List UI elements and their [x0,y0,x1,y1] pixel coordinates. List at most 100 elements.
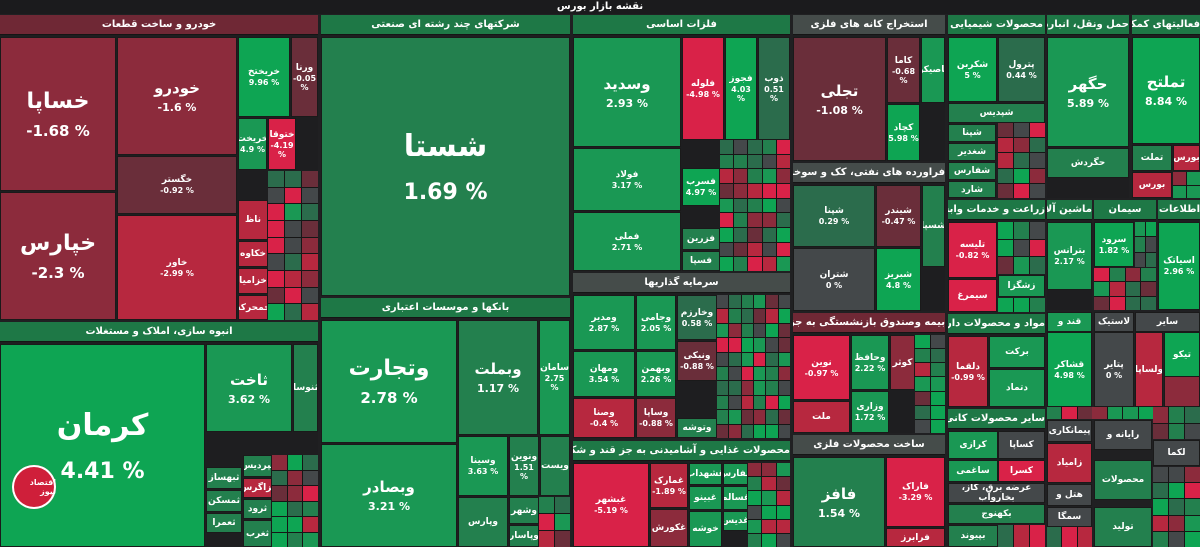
stock-cell[interactable] [930,405,945,419]
stock-cell[interactable] [268,204,284,220]
stock-cell[interactable] [766,338,778,352]
small-stock-cluster[interactable] [998,298,1045,312]
stock-tile[interactable]: خوشه [689,511,722,547]
stock-tile[interactable]: تجلی -1.08 % [793,37,886,161]
stock-cell[interactable] [741,295,754,309]
stock-cell[interactable] [1153,407,1168,423]
stock-tile[interactable]: پیمانکاری [1047,420,1092,442]
stock-cell[interactable] [1030,183,1045,198]
stock-tile[interactable]: سیمرغ [948,279,997,312]
stock-cell[interactable] [762,198,776,213]
stock-tile[interactable]: شفارس [948,162,996,180]
stock-cell[interactable] [741,381,754,395]
small-stock-cluster[interactable] [1135,222,1156,267]
stock-cell[interactable] [766,424,778,438]
stock-cell[interactable] [555,531,570,547]
stock-tile[interactable]: دتماد [989,369,1045,407]
small-stock-cluster[interactable] [998,525,1045,547]
small-stock-cluster[interactable] [1047,407,1092,419]
stock-cell[interactable] [720,184,734,198]
stock-cell[interactable] [776,213,790,227]
stock-tile[interactable]: غسالم [723,486,748,510]
stock-cell[interactable] [720,198,734,213]
stock-tile[interactable]: شارد [948,181,996,198]
stock-cell[interactable] [1077,527,1092,547]
stock-tile[interactable]: ونیکی -0.88 % [677,341,717,381]
stock-tile[interactable]: وشهر [509,497,539,524]
stock-tile[interactable]: زشگزا [998,275,1045,297]
stock-tile[interactable]: وبملت 1.17 % [458,320,538,435]
small-stock-cluster[interactable] [1092,407,1153,419]
stock-cell[interactable] [1094,268,1109,282]
stock-cell[interactable] [1125,282,1141,296]
stock-tile[interactable]: لکما [1153,440,1200,466]
stock-cell[interactable] [766,309,778,323]
stock-cell[interactable] [1135,222,1145,237]
stock-cell[interactable] [1173,185,1186,198]
stock-cell[interactable] [741,323,754,338]
stock-tile[interactable]: تلیسه -0.82 % [948,222,997,278]
stock-cell[interactable] [766,381,778,395]
stock-cell[interactable] [302,304,318,320]
stock-tile[interactable]: ونوین 1.51 % [509,436,539,496]
stock-cell[interactable] [1169,499,1184,515]
stock-cell[interactable] [268,271,284,287]
stock-cell[interactable] [998,525,1013,547]
stock-cell[interactable] [285,237,301,254]
stock-tile[interactable]: سمگا [1047,507,1092,527]
stock-cell[interactable] [287,517,303,532]
stock-tile[interactable]: تاصیکو [921,37,945,103]
stock-cell[interactable] [778,352,790,366]
stock-cell[interactable] [1169,407,1184,423]
stock-cell[interactable] [915,419,930,433]
stock-cell[interactable] [1094,282,1109,296]
stock-cell[interactable] [539,531,554,547]
stock-cell[interactable] [766,395,778,410]
stock-cell[interactable] [1014,239,1029,257]
stock-tile[interactable]: دلقما -0.99 % [948,336,988,407]
small-stock-cluster[interactable] [1173,172,1200,198]
stock-cell[interactable] [1185,483,1200,499]
stock-cell[interactable] [1123,407,1138,419]
stock-tile[interactable]: ذوب 0.51 % [758,37,790,140]
stock-cell[interactable] [998,298,1013,312]
stock-cell[interactable] [1185,499,1200,515]
stock-tile[interactable]: بترانس 2.17 % [1047,222,1092,290]
stock-cell[interactable] [1014,168,1029,183]
stock-cell[interactable] [778,338,790,352]
stock-cell[interactable] [762,140,776,154]
stock-tile[interactable]: ثزاگرس [243,478,272,498]
stock-tile[interactable]: وسینا 3.63 % [458,436,508,496]
stock-cell[interactable] [762,169,776,183]
stock-cell[interactable] [930,419,945,433]
stock-cell[interactable] [287,501,303,516]
stock-tile[interactable]: فولاد 3.17 % [573,148,681,211]
stock-cell[interactable] [776,519,790,533]
stock-cell[interactable] [778,424,790,438]
stock-cell[interactable] [272,517,287,532]
stock-cell[interactable] [778,323,790,338]
small-stock-cluster[interactable] [998,123,1045,198]
stock-cell[interactable] [778,381,790,395]
stock-cell[interactable] [1153,515,1168,531]
stock-cell[interactable] [1014,298,1029,312]
stock-cell[interactable] [776,505,790,519]
stock-cell[interactable] [1107,407,1122,419]
stock-cell[interactable] [729,352,741,366]
stock-cell[interactable] [1047,527,1062,547]
stock-cell[interactable] [268,221,284,237]
stock-cell[interactable] [717,309,729,323]
stock-tile[interactable]: ومهان 3.54 % [573,351,635,397]
stock-cell[interactable] [720,242,734,257]
stock-tile[interactable]: تولید [1094,507,1152,547]
stock-cell[interactable] [734,257,748,271]
stock-tile[interactable]: وتوشه [677,418,717,438]
small-stock-cluster[interactable] [1094,268,1156,310]
stock-cell[interactable] [1141,282,1156,296]
stock-cell[interactable] [930,391,945,405]
stock-tile[interactable]: خپارس -2.3 % [0,192,116,320]
stock-cell[interactable] [1062,527,1077,547]
stock-cell[interactable] [734,169,748,183]
stock-cell[interactable] [717,338,729,352]
stock-cell[interactable] [1141,268,1156,282]
